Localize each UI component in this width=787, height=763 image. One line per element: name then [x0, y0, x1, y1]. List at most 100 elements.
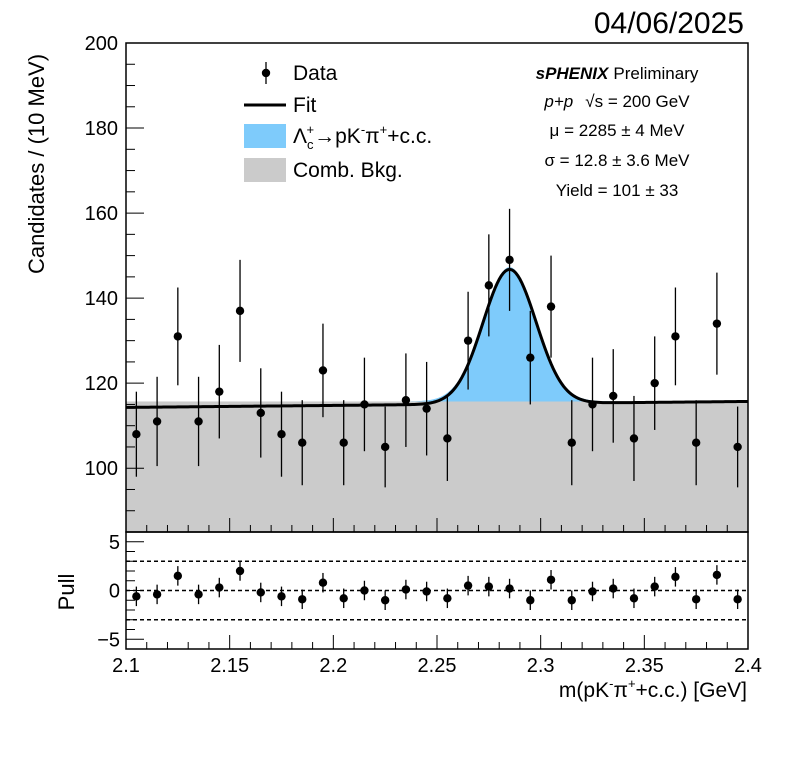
- main-axes: 100 120 140 160 180 200: [85, 33, 749, 532]
- pull-point: [173, 571, 183, 581]
- x-tick-label: 2.3: [527, 655, 555, 677]
- legend-bkg-swatch: [244, 158, 286, 182]
- data-point: [256, 408, 265, 418]
- experiment-name: sPHENIX: [536, 64, 610, 83]
- data-point: [318, 366, 328, 375]
- data-point: [152, 417, 162, 426]
- pull-point: [256, 588, 265, 597]
- pull-point: [152, 590, 162, 599]
- pull-point: [650, 582, 659, 591]
- data-point: [712, 319, 722, 328]
- data-point: [691, 438, 701, 447]
- legend-signal-swatch: [244, 124, 286, 148]
- pull-reference-lines: [126, 560, 748, 621]
- y-axis-title: Candidates / (10 MeV): [24, 54, 49, 274]
- fit-curve: [125, 267, 749, 409]
- pull-axes: −5 0 5 2.1 2.15 2.2 2.25 2.3 2.35 2.4: [97, 531, 762, 677]
- fit-yield: Yield = 101 ± 33: [556, 181, 679, 200]
- y-tick-label: 180: [85, 118, 118, 140]
- pull-point: [463, 581, 473, 590]
- pull-point: [318, 578, 328, 587]
- legend: Data Fit Λc+→pK-π++c.c. Comb. Bkg.: [244, 62, 432, 182]
- pull-y-tick-label: 0: [109, 581, 120, 603]
- x-tick-label: 2.25: [418, 655, 457, 677]
- date-stamp: 04/06/2025: [594, 7, 744, 40]
- signal-fill: [403, 267, 616, 402]
- y-tick-label: 120: [85, 373, 118, 395]
- pull-point: [380, 596, 390, 605]
- x-tick-label: 2.4: [734, 655, 762, 677]
- legend-fit-label: Fit: [293, 94, 316, 117]
- x-tick-label: 2.15: [210, 655, 249, 677]
- data-point: [629, 434, 639, 443]
- data-point: [443, 434, 452, 443]
- data-point: [235, 306, 245, 316]
- data-point: [422, 404, 431, 413]
- pull-point: [360, 586, 369, 595]
- main-fills: [125, 267, 749, 532]
- pull-point: [132, 592, 141, 601]
- experiment-status: Preliminary: [613, 64, 699, 83]
- data-point: [380, 442, 390, 452]
- pull-points: [132, 561, 742, 610]
- data-point: [588, 400, 597, 409]
- main-points: [132, 208, 742, 488]
- y-tick-label: 140: [85, 288, 118, 310]
- data-point: [650, 378, 659, 388]
- pull-point: [588, 587, 597, 596]
- pull-point: [194, 590, 203, 599]
- pull-point: [712, 570, 722, 580]
- legend-signal-label: Λc+→pK-π++c.c.: [293, 122, 432, 152]
- pull-point: [691, 595, 701, 604]
- legend-data-label: Data: [293, 62, 338, 85]
- pull-point: [401, 585, 411, 594]
- y-tick-label: 160: [85, 203, 118, 225]
- data-point: [546, 302, 556, 311]
- collision-info: p+p √s = 200 GeV: [543, 92, 690, 111]
- pull-y-tick-label: 5: [109, 532, 120, 554]
- pull-point: [733, 595, 742, 604]
- pull-point: [546, 575, 556, 584]
- pull-point: [671, 572, 680, 582]
- data-point: [173, 332, 183, 341]
- info-box: sPHENIX Preliminary p+p √s = 200 GeV μ = 2…: [536, 64, 699, 200]
- pull-point: [443, 594, 452, 603]
- y-tick-label: 100: [85, 458, 118, 480]
- pull-point: [609, 584, 618, 593]
- data-point: [215, 387, 224, 396]
- pull-point: [277, 592, 286, 601]
- fit-mean: μ = 2285 ± 4 MeV: [550, 121, 686, 140]
- collision-energy: √s = 200 GeV: [585, 92, 690, 111]
- data-point: [505, 255, 514, 265]
- pull-axis-title: Pull: [54, 574, 79, 611]
- data-point: [298, 438, 307, 447]
- legend-bkg-label: Comb. Bkg.: [293, 159, 403, 182]
- data-point: [526, 353, 535, 362]
- x-tick-label: 2.35: [625, 655, 664, 677]
- data-point: [567, 438, 576, 447]
- data-point: [484, 281, 494, 290]
- y-tick-label: 200: [85, 33, 118, 55]
- experiment-label: sPHENIX Preliminary: [536, 64, 699, 83]
- x-tick-label: 2.1: [112, 655, 140, 677]
- data-point: [733, 442, 742, 452]
- pull-point: [422, 587, 431, 596]
- data-point: [277, 430, 286, 439]
- data-point: [401, 395, 411, 405]
- pull-point: [505, 584, 514, 593]
- x-axis-title: m(pK-π++c.c.) [GeV]: [559, 676, 747, 702]
- data-point: [194, 417, 203, 426]
- pull-point: [215, 583, 224, 592]
- pull-point: [526, 596, 535, 605]
- data-point: [339, 438, 348, 447]
- fit-sigma: σ = 12.8 ± 3.6 MeV: [544, 151, 690, 170]
- data-point: [463, 336, 473, 345]
- data-point: [671, 332, 680, 341]
- pull-point: [235, 566, 245, 576]
- pull-point: [567, 596, 576, 605]
- background-fill: [126, 401, 748, 532]
- pull-point: [484, 582, 494, 591]
- pull-point: [298, 595, 307, 604]
- pull-point: [339, 594, 348, 603]
